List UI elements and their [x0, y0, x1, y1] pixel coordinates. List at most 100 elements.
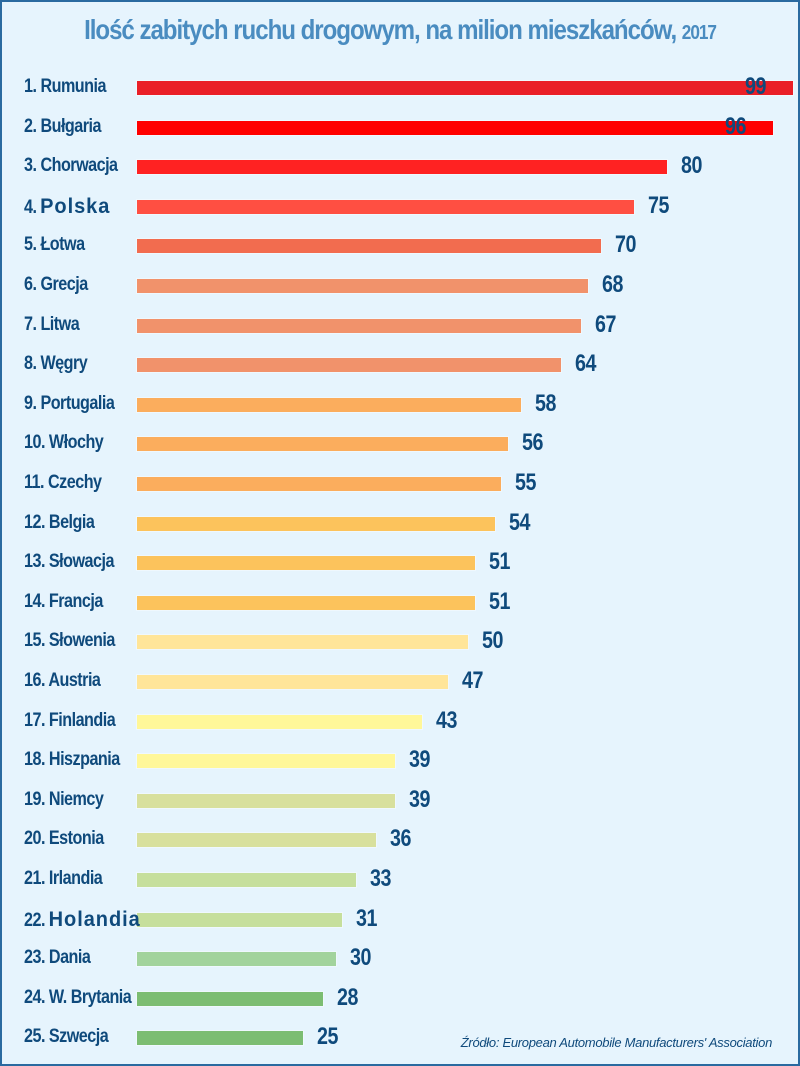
row-label: 14. Francja — [24, 591, 103, 613]
bar — [137, 1031, 303, 1046]
chart-row: 21. Irlandia 33 — [0, 862, 800, 902]
chart-row: 2. Bułgaria 96 — [0, 110, 800, 150]
bar — [137, 873, 356, 887]
row-rank: 3. — [24, 155, 37, 177]
row-country: Słowenia — [48, 630, 115, 652]
row-label: 25. Szwecja — [24, 1026, 109, 1048]
row-country: Chorwacja — [40, 155, 118, 177]
row-label: 17. Finlandia — [24, 709, 116, 732]
row-country: Włochy — [48, 432, 104, 454]
bar-value-label: 70 — [614, 231, 636, 259]
row-label: 3. Chorwacja — [24, 155, 118, 177]
row-rank: 6. — [24, 274, 37, 295]
row-label: 10. Włochy — [24, 432, 104, 454]
bar — [137, 120, 774, 135]
bar-value-label: 54 — [508, 508, 530, 536]
chart-row: 22. Holandia 31 — [0, 902, 800, 942]
row-country: Grecja — [40, 274, 88, 295]
row-country: Łotwa — [40, 234, 85, 256]
chart-row: 23. Dania 30 — [0, 941, 800, 981]
row-country: Estonia — [48, 828, 104, 850]
chart-title-year: 2017 — [681, 22, 717, 44]
bar-value-label: 30 — [349, 944, 371, 972]
chart-row: 20. Estonia 36 — [0, 822, 800, 862]
row-country: Szwecja — [48, 1026, 109, 1048]
row-label: 15. Słowenia — [24, 630, 115, 652]
chart-row: 17. Finlandia 43 — [0, 704, 800, 744]
row-country: Belgia — [48, 511, 95, 533]
row-country: Austria — [48, 670, 101, 691]
bar-value-label: 58 — [535, 389, 557, 417]
bar — [137, 793, 396, 808]
bar-value-label: 96 — [725, 112, 747, 140]
row-label: 1. Rumunia — [24, 76, 106, 98]
row-label: 16. Austria — [24, 670, 101, 692]
row-rank: 8. — [24, 353, 37, 375]
bar — [137, 437, 509, 452]
bar-value-label: 56 — [522, 429, 544, 457]
bar — [137, 279, 588, 293]
row-label: 11. Czechy — [24, 472, 102, 494]
row-rank: 24. — [24, 986, 45, 1008]
row-country: Litwa — [40, 313, 80, 335]
row-rank: 7. — [24, 313, 37, 335]
bar-value-label: 68 — [601, 271, 623, 298]
row-rank: 19. — [24, 788, 45, 810]
row-country: Finlandia — [48, 709, 116, 731]
row-rank: 10. — [24, 432, 45, 454]
bar — [137, 239, 601, 254]
row-country: Węgry — [40, 353, 88, 375]
row-label: 4. Polska — [24, 195, 110, 219]
row-label: 18. Hiszpania — [24, 749, 120, 771]
chart-row: 7. Litwa 67 — [0, 308, 800, 348]
chart-row: 1. Rumunia 99 — [0, 70, 800, 110]
chart-row: 24. W. Brytania 28 — [0, 981, 800, 1021]
row-rank: 22. — [24, 909, 45, 931]
chart-row: 14. Francja 51 — [0, 585, 800, 625]
bar — [137, 81, 793, 95]
row-rank: 14. — [24, 590, 45, 612]
bar — [137, 477, 502, 491]
chart-row: 4. Polska 75 — [0, 189, 800, 229]
row-label: 21. Irlandia — [24, 868, 103, 890]
row-label: 24. W. Brytania — [24, 986, 132, 1009]
row-country: Czechy — [48, 472, 102, 493]
bar — [137, 516, 495, 531]
row-rank: 15. — [24, 630, 45, 652]
row-rank: 16. — [24, 670, 45, 691]
source-note: Źródło: European Automobile Manufacturer… — [460, 1035, 773, 1050]
bar-value-label: 31 — [356, 904, 378, 932]
row-label: 13. Słowacja — [24, 551, 114, 573]
row-rank: 2. — [24, 115, 37, 137]
row-rank: 5. — [24, 234, 37, 256]
row-country: W. Brytania — [48, 986, 132, 1008]
bar — [137, 556, 475, 571]
row-label: 7. Litwa — [24, 313, 80, 336]
row-rank: 9. — [24, 392, 37, 414]
chart-row: 5. Łotwa 70 — [0, 228, 800, 268]
bar-value-label: 51 — [488, 587, 511, 615]
bar — [137, 912, 343, 927]
chart-title: Ilość zabitych ruchu drogowym, na milion… — [56, 14, 744, 46]
row-label: 2. Bułgaria — [24, 116, 101, 138]
chart-row: 11. Czechy 55 — [0, 466, 800, 506]
bar — [137, 833, 376, 848]
chart-row: 13. Słowacja 51 — [0, 545, 800, 585]
bar — [137, 714, 422, 729]
bar-value-label: 28 — [336, 983, 358, 1011]
row-country: Polska — [40, 194, 111, 218]
bar-value-label: 51 — [488, 548, 511, 576]
row-rank: 21. — [24, 868, 45, 889]
bar — [137, 318, 581, 333]
bar-value-label: 50 — [482, 627, 504, 655]
bar-value-label: 39 — [409, 785, 431, 813]
bar-value-label: 99 — [745, 73, 767, 100]
row-rank: 20. — [24, 828, 45, 850]
chart-row: 19. Niemcy 39 — [0, 783, 800, 823]
row-country: Portugalia — [40, 392, 115, 414]
row-country: Holandia — [48, 907, 141, 931]
row-country: Francja — [48, 590, 103, 612]
row-country: Słowacja — [48, 551, 115, 573]
bar-value-label: 64 — [575, 350, 597, 378]
